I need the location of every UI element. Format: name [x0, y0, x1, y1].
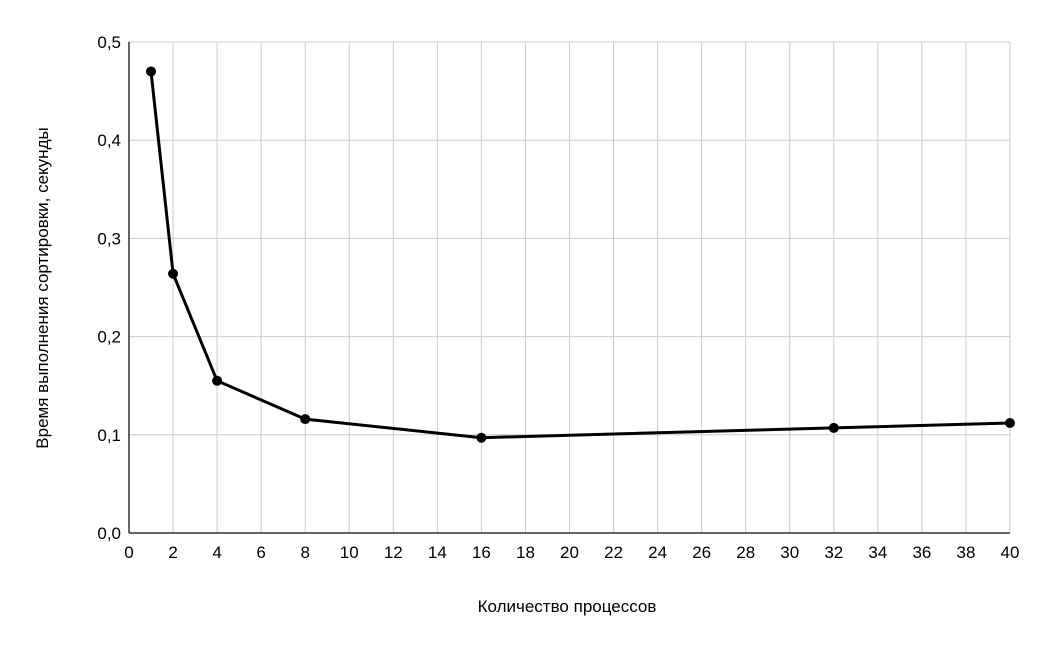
x-tick-label: 10 — [340, 543, 359, 562]
x-tick-label: 18 — [516, 543, 535, 562]
y-tick-label: 0,5 — [97, 33, 121, 52]
x-tick-label: 22 — [604, 543, 623, 562]
x-tick-label: 28 — [736, 543, 755, 562]
x-tick-label: 14 — [428, 543, 447, 562]
data-point — [212, 375, 223, 386]
x-tick-label: 16 — [472, 543, 491, 562]
y-tick-label: 0,1 — [97, 426, 121, 445]
series-line — [149, 70, 1012, 440]
x-tick-label: 4 — [212, 543, 221, 562]
data-point — [300, 414, 311, 425]
x-tick-label: 0 — [124, 543, 133, 562]
x-tick-label: 36 — [912, 543, 931, 562]
series — [146, 66, 1015, 443]
grid — [129, 41, 1011, 533]
x-tick-label: 8 — [300, 543, 309, 562]
y-tick-label: 0,4 — [97, 131, 121, 150]
x-tick-label: 24 — [648, 543, 667, 562]
x-tick-label: 38 — [956, 543, 975, 562]
x-tick-label: 26 — [692, 543, 711, 562]
x-tick-label: 34 — [868, 543, 887, 562]
x-tick-label: 2 — [168, 543, 177, 562]
y-tick-label: 0,0 — [97, 524, 121, 543]
x-tick-label: 30 — [780, 543, 799, 562]
tick-labels: 0 2 4 6 8 10 12 14 16 18 20 22 24 26 28 30 32 34 36 38 400,0… — [97, 33, 1019, 562]
x-tick-label: 32 — [824, 543, 843, 562]
x-tick-label: 20 — [560, 543, 579, 562]
y-axis-label: Время выполнения сортировки, секунды — [33, 127, 52, 448]
axes — [128, 42, 1010, 534]
data-point — [146, 66, 157, 77]
x-axis-label: Количество процессов — [478, 597, 657, 616]
x-tick-label: 12 — [384, 543, 403, 562]
x-tick-label: 6 — [256, 543, 265, 562]
data-point — [828, 422, 839, 433]
y-tick-label: 0,3 — [97, 229, 121, 248]
data-point — [168, 268, 179, 279]
data-point — [476, 432, 487, 443]
x-tick-label: 40 — [1001, 543, 1020, 562]
y-tick-label: 0,2 — [97, 328, 121, 347]
data-point — [1005, 418, 1015, 429]
